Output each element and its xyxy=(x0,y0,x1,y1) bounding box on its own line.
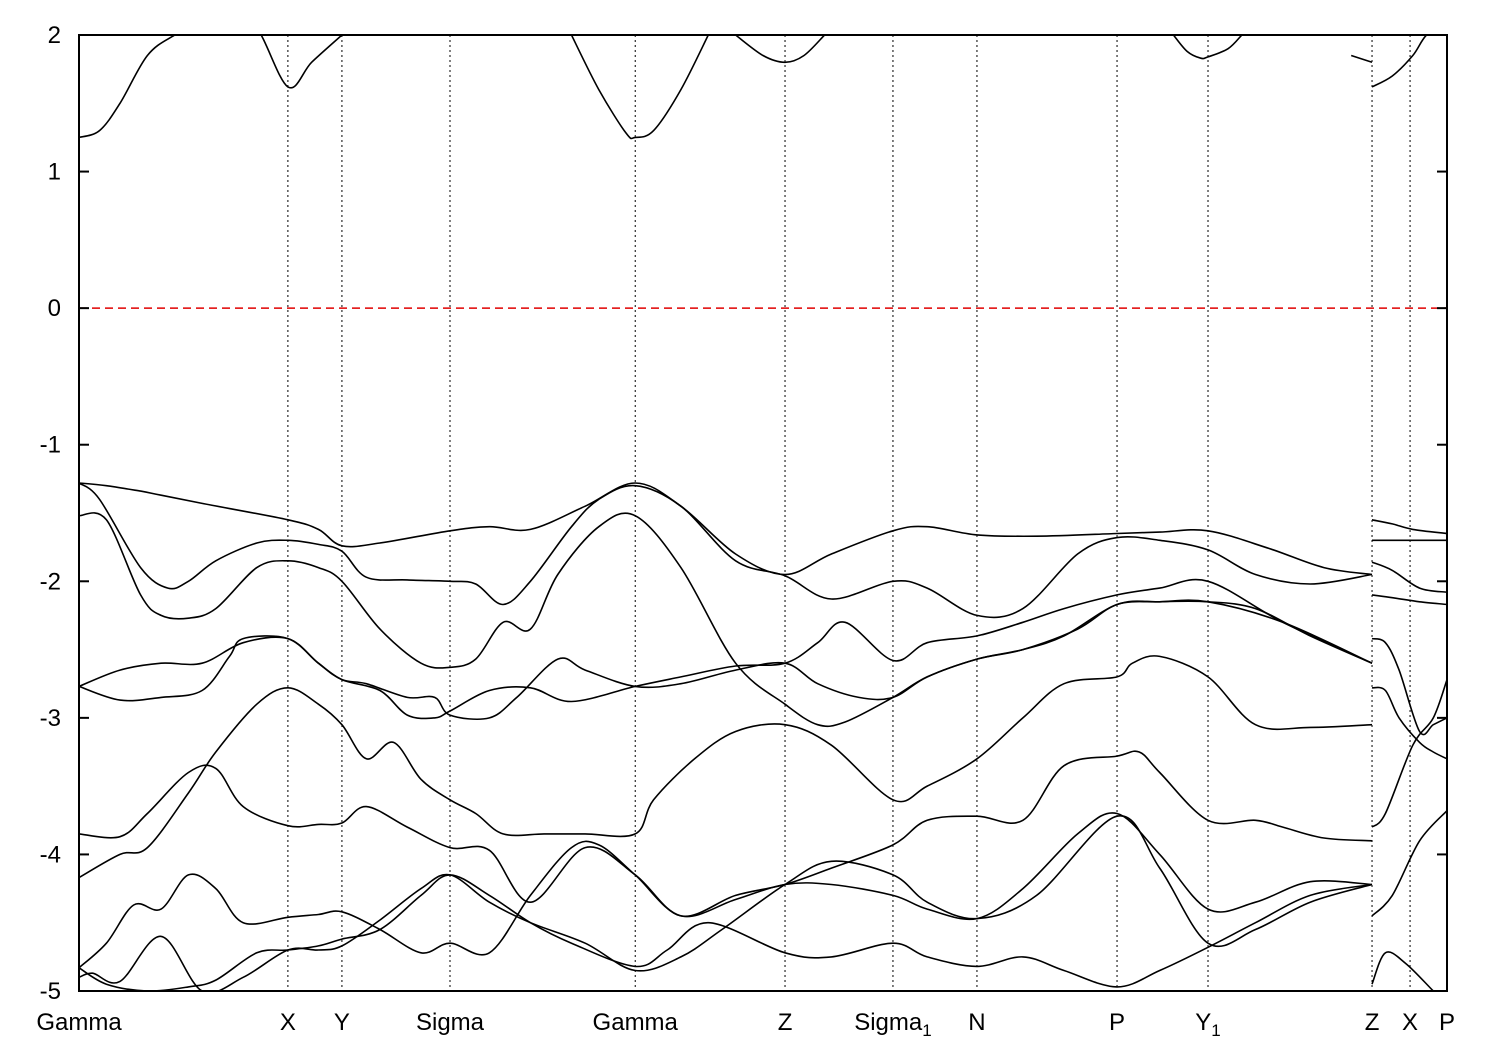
band-line-21 xyxy=(1371,637,1447,736)
y-axis: 2 1 0 -1 -2 -3 -4 -5 xyxy=(40,22,1447,1005)
y-tick-label: 0 xyxy=(48,295,61,322)
y-tick-label: -4 xyxy=(40,841,61,868)
x-tick-label: Y1 xyxy=(1195,1009,1220,1040)
band-line-25 xyxy=(1371,951,1435,991)
band-line-14 xyxy=(1172,35,1243,60)
x-axis: Gamma X Y Sigma Gamma Z Sigma1 N P Y1 Z X P xyxy=(36,1009,1455,1040)
band-line-3 xyxy=(79,512,1373,728)
y-tick-label: -3 xyxy=(40,705,61,732)
y-tick-label: -5 xyxy=(40,978,61,1005)
band-line-13 xyxy=(735,35,826,64)
band-line-1 xyxy=(79,482,1373,576)
y-tick-label: -2 xyxy=(40,568,61,595)
x-tick-label: X xyxy=(1402,1009,1418,1036)
band-line-23 xyxy=(1371,679,1447,828)
x-tick-label: P xyxy=(1109,1009,1125,1036)
band-line-20 xyxy=(1371,594,1447,606)
x-tick-label: Sigma xyxy=(416,1009,485,1036)
bands xyxy=(79,35,1447,991)
band-line-17 xyxy=(1371,519,1447,535)
band-line-10 xyxy=(79,874,1373,991)
y-tick-label: 1 xyxy=(48,159,61,186)
band-line-15 xyxy=(1350,54,1373,64)
band-line-8 xyxy=(79,812,1373,969)
x-tick-label: N xyxy=(968,1009,985,1036)
band-line-5 xyxy=(79,600,1373,720)
plot-frame xyxy=(78,34,1448,992)
y-tick-label: -1 xyxy=(40,432,61,459)
band-line-16 xyxy=(1371,35,1428,88)
band-line-9 xyxy=(79,815,1373,991)
y-tick-label: 2 xyxy=(48,22,61,49)
x-tick-label: P xyxy=(1439,1009,1455,1036)
x-tick-label: Z xyxy=(1365,1009,1380,1036)
x-tick-label: Z xyxy=(778,1009,793,1036)
band-line-24 xyxy=(1371,810,1447,917)
x-tick-label: Gamma xyxy=(593,1009,679,1036)
x-tick-label: X xyxy=(280,1009,296,1036)
kpoint-lines xyxy=(287,35,1411,991)
band-line-12 xyxy=(570,35,710,140)
x-tick-label: Sigma1 xyxy=(854,1009,932,1040)
band-line-11 xyxy=(79,35,343,139)
x-tick-label: Gamma xyxy=(36,1009,122,1036)
band-line-6 xyxy=(79,655,1373,879)
band-line-22 xyxy=(1371,686,1447,760)
band-line-7 xyxy=(79,750,1373,918)
x-tick-label: Y xyxy=(334,1009,350,1036)
band-line-19 xyxy=(1371,561,1447,593)
band-line-2 xyxy=(79,482,1373,619)
